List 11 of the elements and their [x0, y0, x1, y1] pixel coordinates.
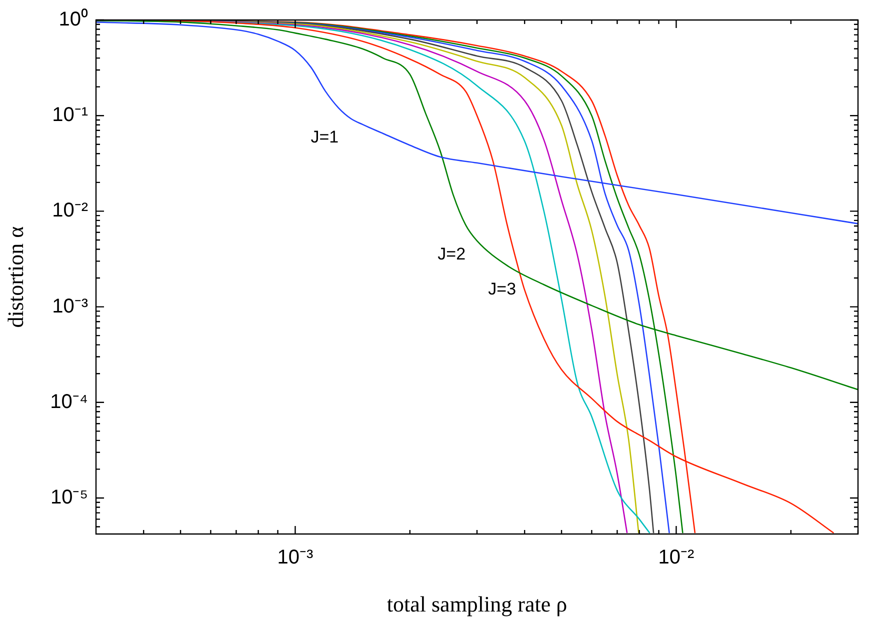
y-tick-label: 10⁻⁵	[50, 486, 88, 508]
y-tick-label: 10⁰	[58, 8, 88, 31]
x-axis-title: total sampling rate ρ	[386, 592, 568, 617]
y-tick-label: 10⁻¹	[52, 104, 88, 126]
series-label: J=1	[310, 128, 339, 147]
y-tick-label: 10⁻⁴	[50, 390, 88, 413]
series-label: J=3	[488, 280, 516, 299]
y-tick-label: 10⁻³	[52, 295, 88, 318]
y-tick-label: 10⁻²	[52, 200, 88, 222]
series-label: J=2	[438, 244, 466, 264]
y-axis-title: distortion α	[2, 226, 28, 328]
